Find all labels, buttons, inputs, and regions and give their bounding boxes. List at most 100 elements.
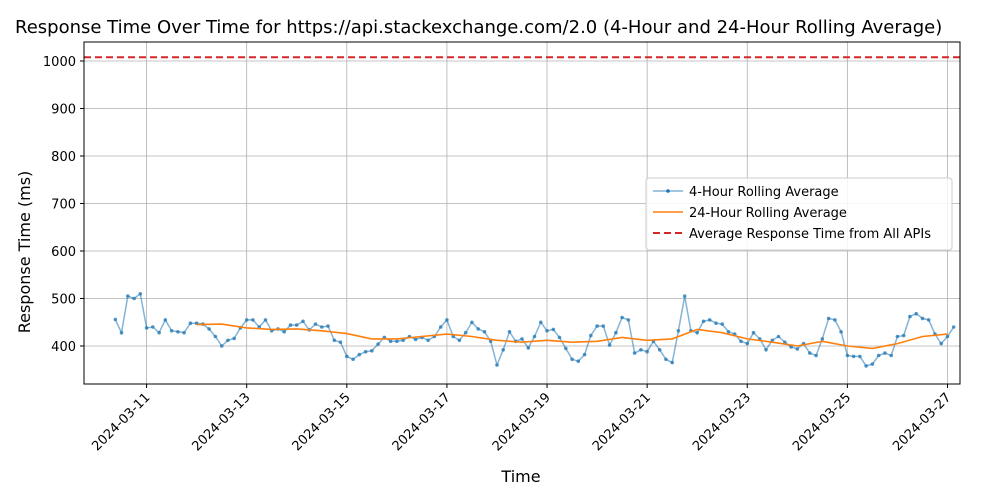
x-tick-label: 2024-03-21 <box>590 390 654 454</box>
data-point <box>545 329 549 333</box>
data-point <box>151 325 155 329</box>
data-point <box>132 296 136 301</box>
data-point <box>495 363 499 367</box>
y-tick-label: 400 <box>51 340 76 355</box>
data-point <box>657 348 662 352</box>
data-point <box>845 353 850 358</box>
data-point <box>470 320 474 325</box>
data-point <box>826 316 831 321</box>
data-point <box>532 334 537 339</box>
data-point <box>901 333 906 338</box>
legend-label: 4-Hour Rolling Average <box>689 185 839 200</box>
data-point <box>895 334 900 339</box>
data-point <box>764 348 768 352</box>
data-point <box>169 329 174 333</box>
data-point <box>770 338 775 343</box>
y-tick-label: 600 <box>51 245 76 260</box>
data-point <box>776 334 781 339</box>
data-point <box>326 324 330 328</box>
data-point <box>607 343 612 347</box>
data-point <box>564 346 568 351</box>
data-point <box>451 334 456 339</box>
y-tick-label: 700 <box>51 198 76 213</box>
x-axis-label: Time <box>500 467 540 486</box>
data-point <box>582 352 587 357</box>
data-point <box>482 330 487 334</box>
data-point <box>783 340 787 345</box>
data-point <box>795 347 800 351</box>
data-point <box>376 342 380 346</box>
series-4h-line <box>114 292 955 368</box>
data-point <box>438 325 443 329</box>
data-point <box>639 348 643 352</box>
data-point <box>883 351 887 355</box>
data-point <box>488 339 493 344</box>
data-point <box>501 348 506 352</box>
data-point <box>457 338 462 343</box>
legend-label: 24-Hour Rolling Average <box>689 206 847 221</box>
data-point <box>320 325 324 329</box>
data-point <box>676 329 681 333</box>
x-tick-label: 2024-03-11 <box>89 390 153 454</box>
data-point <box>820 337 825 341</box>
x-tick-label: 2024-03-19 <box>490 390 554 454</box>
data-point <box>851 354 856 359</box>
data-point <box>632 351 637 355</box>
data-point <box>682 294 687 298</box>
data-point <box>889 353 893 358</box>
data-point <box>520 337 524 341</box>
axis-ticks: 400 500 600 700 800 900 1000 2024-03-11 2024-03-… <box>43 55 954 454</box>
data-point <box>413 337 418 342</box>
x-tick-label: 2024-03-17 <box>390 390 454 454</box>
data-point <box>814 353 818 358</box>
data-point <box>576 359 581 364</box>
data-point <box>232 336 236 341</box>
data-point <box>138 292 143 296</box>
y-axis-label: Response Time (ms) <box>15 171 34 334</box>
data-point <box>176 330 180 334</box>
data-point <box>313 322 318 326</box>
chart-title: Response Time Over Time for https://api.… <box>15 17 942 38</box>
data-point <box>301 319 305 324</box>
x-tick-label: 2024-03-27 <box>890 390 954 454</box>
data-point <box>163 318 168 322</box>
data-point <box>401 338 405 343</box>
data-point <box>945 334 950 339</box>
data-point <box>182 330 186 335</box>
data-point <box>345 354 349 359</box>
data-point <box>701 319 706 324</box>
data-point <box>670 360 674 365</box>
series-layer <box>84 56 960 368</box>
data-point <box>244 318 249 322</box>
x-tick-label: 2024-03-23 <box>690 390 754 454</box>
data-point <box>526 346 531 350</box>
data-point <box>551 327 556 332</box>
data-point <box>695 330 699 335</box>
data-point <box>745 341 750 346</box>
data-point <box>726 330 731 334</box>
data-point <box>188 321 193 326</box>
data-point <box>207 327 211 331</box>
data-point <box>370 349 374 353</box>
data-point <box>213 334 218 339</box>
data-point <box>251 318 255 322</box>
data-point <box>557 335 562 340</box>
data-point <box>426 338 430 343</box>
data-point <box>338 340 343 345</box>
legend-label: Average Response Time from All APIs <box>689 227 931 242</box>
data-point <box>388 339 393 344</box>
data-point <box>507 330 512 334</box>
legend: 4-Hour Rolling Average 24-Hour Rolling Av… <box>645 177 953 251</box>
data-point <box>288 323 293 327</box>
data-point <box>664 357 668 362</box>
y-tick-label: 500 <box>51 293 76 308</box>
data-point <box>332 338 337 343</box>
data-point <box>570 357 574 362</box>
data-point <box>707 318 712 322</box>
data-point <box>282 330 287 334</box>
data-point <box>839 330 843 334</box>
data-point <box>914 311 918 316</box>
data-point <box>926 318 931 322</box>
data-point <box>920 316 925 321</box>
